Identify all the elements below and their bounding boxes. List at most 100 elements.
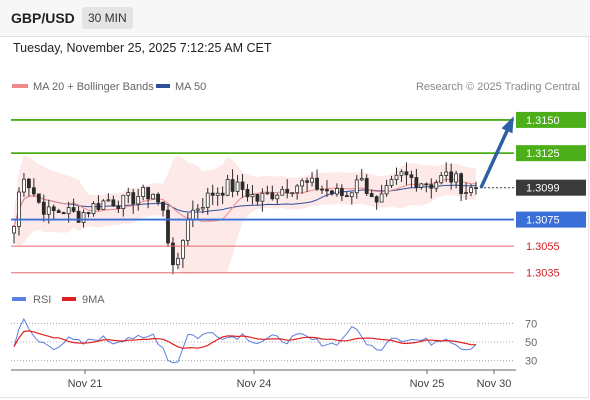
candle xyxy=(469,184,473,197)
rsi-tick-label: 50 xyxy=(525,337,537,349)
candle-body xyxy=(300,180,305,187)
candle-body xyxy=(295,185,300,194)
candle xyxy=(22,172,26,198)
candle xyxy=(51,204,56,220)
candle-body xyxy=(305,180,309,183)
timeframe-badge[interactable]: 30 MIN xyxy=(82,7,133,29)
level-lines: 1.3150 1.3125 1.3075 1.3055 1.3035 1.3099 xyxy=(11,111,586,280)
candle-body xyxy=(131,192,136,205)
ma50-legend-label: MA 50 xyxy=(175,81,206,93)
candle-body xyxy=(434,182,439,189)
candle xyxy=(409,170,414,188)
candle xyxy=(131,189,136,214)
candle xyxy=(181,239,185,268)
level-label: 1.3125 xyxy=(526,148,560,160)
candle xyxy=(146,186,151,209)
candle xyxy=(151,193,155,200)
candle xyxy=(225,174,230,197)
candle xyxy=(364,174,369,196)
candle-body xyxy=(270,192,275,200)
candle xyxy=(339,184,344,201)
candle-body xyxy=(384,185,389,195)
candle-body xyxy=(86,212,91,215)
candle xyxy=(300,178,305,194)
rsi-tick-label: 70 xyxy=(525,318,537,330)
candle xyxy=(310,171,314,187)
candle-body xyxy=(146,187,151,200)
candle-body xyxy=(181,239,185,259)
ma20-legend-swatch xyxy=(12,84,28,88)
candle-body xyxy=(161,201,165,211)
candle xyxy=(220,186,225,205)
candle-body xyxy=(454,173,459,183)
candle xyxy=(126,187,131,204)
candle xyxy=(434,179,439,192)
candle-body xyxy=(56,210,61,213)
candle-body xyxy=(245,189,250,198)
candle-body xyxy=(156,193,160,203)
candle xyxy=(374,195,379,210)
candle xyxy=(305,177,309,192)
candle xyxy=(215,187,220,206)
candle-body xyxy=(200,206,205,210)
candle-body xyxy=(349,192,354,198)
candle xyxy=(285,179,290,199)
candle xyxy=(330,189,334,196)
candle xyxy=(439,172,444,185)
candle-body xyxy=(394,174,399,180)
candle-body xyxy=(51,206,56,212)
candle xyxy=(404,162,409,185)
candle-body xyxy=(399,171,404,176)
candle-body xyxy=(61,212,66,215)
rsi-panel: 70 50 30 xyxy=(11,317,537,368)
candle-body xyxy=(31,187,36,195)
candle-body xyxy=(41,201,46,215)
candle xyxy=(424,182,429,193)
level-badge xyxy=(516,145,586,162)
candle-body xyxy=(320,188,324,191)
candle xyxy=(245,184,250,202)
candle-body xyxy=(235,181,240,192)
candle xyxy=(354,175,359,199)
candle-body xyxy=(190,209,195,221)
candle-body xyxy=(275,194,280,200)
candle xyxy=(464,182,468,201)
candle xyxy=(335,183,339,197)
candle xyxy=(240,174,245,198)
candle-body xyxy=(379,193,384,203)
candle-body xyxy=(444,171,449,176)
candle xyxy=(71,198,76,213)
candle-body xyxy=(429,184,434,189)
candle xyxy=(176,252,180,270)
candle xyxy=(205,187,210,215)
rsi-ma-legend-swatch xyxy=(62,297,76,301)
candle xyxy=(349,192,354,205)
candle-body xyxy=(250,194,255,198)
candle xyxy=(320,185,324,194)
forecast-arrow-head xyxy=(501,116,514,134)
candle xyxy=(210,184,215,206)
candle-body xyxy=(46,206,51,215)
candle xyxy=(454,170,459,189)
candle-body xyxy=(424,183,429,186)
forecast-arrow-shaft xyxy=(479,127,510,189)
candle-body xyxy=(330,190,334,195)
rsi-ma-line xyxy=(13,330,476,349)
candle-body xyxy=(469,187,473,193)
candle xyxy=(91,201,96,217)
candle xyxy=(12,225,16,244)
candle-body xyxy=(414,177,419,188)
candle-body xyxy=(171,242,175,266)
candle xyxy=(96,195,101,211)
candle-body xyxy=(166,209,170,244)
candle-body xyxy=(325,189,329,192)
candle xyxy=(444,162,449,183)
candle-body xyxy=(106,199,111,202)
candle xyxy=(399,169,404,182)
ma50-legend-swatch xyxy=(156,84,170,88)
candle xyxy=(295,184,300,200)
rsi-legend-label: RSI xyxy=(33,294,51,306)
level-label: 1.3055 xyxy=(526,241,560,253)
candle-body xyxy=(101,200,106,210)
